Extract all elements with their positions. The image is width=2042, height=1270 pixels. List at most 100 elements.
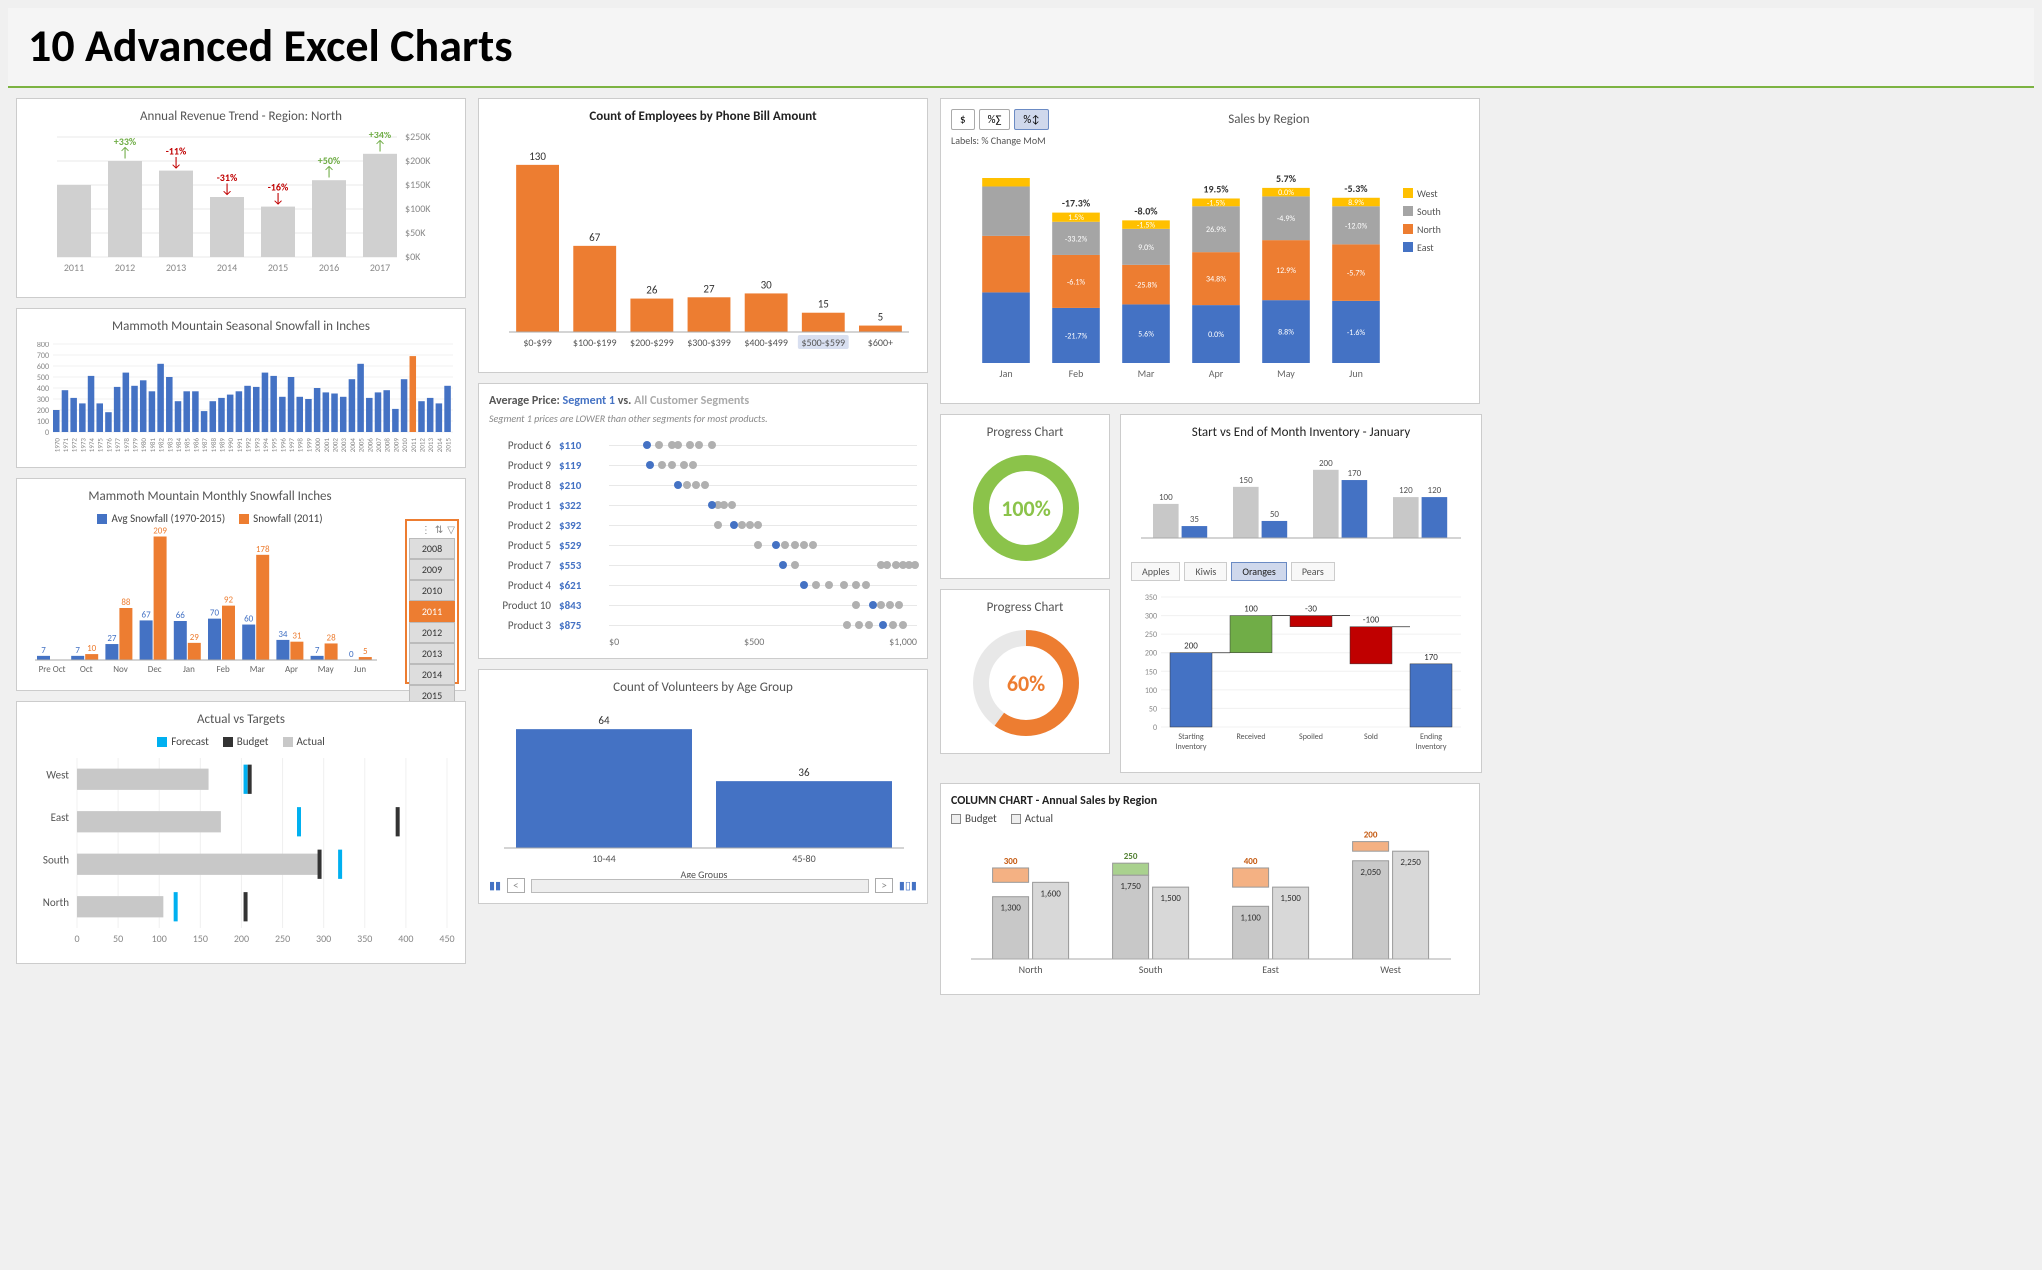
svg-text:0.0%: 0.0%: [1278, 188, 1294, 198]
svg-text:2,250: 2,250: [1400, 857, 1421, 868]
slicer-year-2014[interactable]: 2014: [409, 664, 455, 685]
svg-text:100: 100: [1159, 492, 1173, 503]
dot-row: Product 2$392: [489, 515, 917, 535]
svg-text:$100K: $100K: [405, 202, 431, 215]
svg-text:2012: 2012: [115, 261, 135, 274]
svg-text:0: 0: [349, 649, 354, 660]
snowfall-monthly-chart: Mammoth Mountain Monthly Snowfall Inches…: [16, 478, 466, 691]
svg-text:South: South: [43, 854, 69, 867]
dot-row: Product 1$322: [489, 495, 917, 515]
svg-text:10-44: 10-44: [592, 852, 615, 865]
dot-row: Product 9$119: [489, 455, 917, 475]
toggle-0[interactable]: $: [951, 109, 975, 130]
svg-text:1983: 1983: [165, 438, 174, 453]
svg-text:-1.6%: -1.6%: [1347, 328, 1366, 338]
svg-text:$400-$499: $400-$499: [744, 336, 788, 349]
toggle-group[interactable]: $%∑%↕: [951, 109, 1049, 130]
slicer-year-2009[interactable]: 2009: [409, 559, 455, 580]
svg-text:-100: -100: [1363, 615, 1380, 626]
svg-text:Inventory: Inventory: [1416, 742, 1447, 752]
svg-text:12.9%: 12.9%: [1276, 266, 1296, 276]
actual-vs-targets-chart: Actual vs Targets ForecastBudgetActual 0…: [16, 701, 466, 964]
svg-text:5: 5: [363, 646, 368, 657]
svg-text:1990: 1990: [226, 438, 235, 453]
svg-text:2009: 2009: [391, 438, 400, 453]
svg-text:300: 300: [37, 395, 49, 405]
toggle-1[interactable]: %∑: [979, 109, 1011, 130]
dot-row: Product 10$843: [489, 595, 917, 615]
svg-text:250: 250: [275, 932, 290, 945]
svg-text:-21.7%: -21.7%: [1065, 331, 1088, 341]
svg-text:1994: 1994: [261, 438, 270, 453]
chart-title: COLUMN CHART - Annual Sales by Region: [951, 794, 1469, 808]
inventory-chart: Start vs End of Month Inventory - Januar…: [1120, 414, 1482, 773]
chart-title: Sales by Region: [1069, 112, 1469, 127]
year-slicer[interactable]: ⋮⇅▽ 20082009201020112012201320142015: [405, 519, 459, 684]
svg-text:↓: ↓: [272, 190, 285, 207]
tab-apples[interactable]: Apples: [1131, 562, 1180, 581]
svg-text:1988: 1988: [209, 438, 218, 453]
svg-text:1.5%: 1.5%: [1068, 213, 1084, 223]
svg-text:1984: 1984: [174, 438, 183, 453]
svg-text:100%: 100%: [1001, 495, 1051, 522]
svg-text:2014: 2014: [217, 261, 237, 274]
slicer-year-2012[interactable]: 2012: [409, 622, 455, 643]
filter-icon: ⋮: [421, 523, 431, 536]
slicer-year-2013[interactable]: 2013: [409, 643, 455, 664]
svg-text:88: 88: [121, 597, 131, 608]
svg-text:60%: 60%: [1007, 670, 1045, 697]
svg-text:200: 200: [1364, 830, 1378, 841]
svg-text:East: East: [1262, 963, 1279, 976]
svg-text:West: West: [1417, 187, 1438, 200]
svg-text:60: 60: [244, 614, 254, 625]
slicer-year-2008[interactable]: 2008: [409, 538, 455, 559]
tab-pears[interactable]: Pears: [1291, 562, 1335, 581]
svg-text:7: 7: [75, 645, 80, 656]
svg-text:700: 700: [37, 351, 49, 361]
svg-text:Oct: Oct: [80, 664, 93, 675]
svg-text:2017: 2017: [370, 261, 390, 274]
svg-text:-1.5%: -1.5%: [1137, 221, 1156, 231]
inventory-tabs[interactable]: ApplesKiwisOranges Pears: [1131, 562, 1471, 581]
progress-chart-2: Progress Chart 60%: [940, 589, 1110, 754]
svg-text:-5.3%: -5.3%: [1344, 182, 1368, 195]
svg-text:-6.1%: -6.1%: [1067, 277, 1086, 287]
svg-text:Pre Oct: Pre Oct: [39, 664, 66, 675]
toggle-2[interactable]: %↕: [1014, 109, 1048, 130]
svg-text:2004: 2004: [348, 438, 357, 453]
svg-text:2006: 2006: [365, 438, 374, 453]
svg-text:100: 100: [1244, 604, 1258, 615]
svg-text:120: 120: [1428, 485, 1442, 496]
svg-text:130: 130: [529, 150, 546, 163]
svg-text:170: 170: [1348, 468, 1362, 479]
svg-text:0: 0: [45, 428, 49, 438]
svg-text:1987: 1987: [200, 438, 209, 453]
tab-oranges[interactable]: Oranges: [1231, 562, 1286, 581]
svg-text:28: 28: [327, 632, 337, 643]
svg-text:2003: 2003: [339, 438, 348, 453]
svg-text:1978: 1978: [122, 438, 131, 453]
chart-title: Mammoth Mountain Seasonal Snowfall in In…: [27, 319, 455, 334]
tab-kiwis[interactable]: Kiwis: [1184, 562, 1227, 581]
chart-title: Average Price: Segment 1 vs. All Custome…: [489, 394, 917, 408]
scroll-control[interactable]: ▮▮ < > ▮▯▮: [489, 878, 917, 893]
svg-text:170: 170: [1424, 652, 1438, 663]
svg-text:↑: ↑: [323, 163, 336, 180]
svg-text:250: 250: [1145, 630, 1157, 640]
svg-text:Nov: Nov: [113, 664, 128, 675]
svg-text:200: 200: [1184, 641, 1198, 652]
phone-bill-chart: Count of Employees by Phone Bill Amount …: [478, 98, 928, 373]
column-annual-chart: COLUMN CHART - Annual Sales by Region Bu…: [940, 783, 1480, 995]
svg-text:-17.3%: -17.3%: [1062, 197, 1091, 210]
slicer-year-2010[interactable]: 2010: [409, 580, 455, 601]
chart-title: Progress Chart: [951, 600, 1099, 615]
dot-row: Product 4$621: [489, 575, 917, 595]
svg-text:450: 450: [439, 932, 454, 945]
svg-text:Jan: Jan: [183, 664, 195, 675]
slicer-year-2011[interactable]: 2011: [409, 601, 455, 622]
svg-text:Jan: Jan: [999, 367, 1012, 380]
svg-text:1989: 1989: [217, 438, 226, 453]
svg-text:100: 100: [1145, 686, 1157, 696]
progress-chart-1: Progress Chart 100%: [940, 414, 1110, 579]
svg-text:5.7%: 5.7%: [1276, 172, 1297, 185]
